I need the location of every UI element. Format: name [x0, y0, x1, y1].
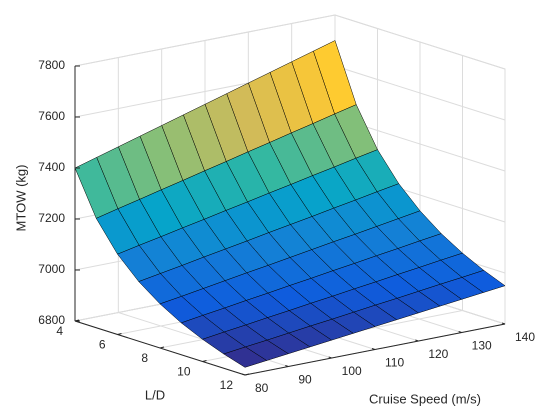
- x-tick: [415, 339, 419, 342]
- y-tick: [244, 373, 250, 376]
- x-tick: [371, 348, 376, 350]
- y-tick: [159, 346, 165, 349]
- grid-line: [334, 65, 506, 121]
- x-tick: [241, 373, 246, 376]
- x-tick-label: 110: [385, 356, 404, 370]
- z-axis-label: MTOW (kg): [13, 165, 28, 232]
- x-tick-label: 140: [515, 330, 535, 344]
- z-tick-label: 7600: [38, 109, 65, 123]
- z-tick-label: 7800: [38, 58, 65, 72]
- z-tick-label: 6800: [38, 313, 65, 327]
- surface-face: [223, 346, 267, 368]
- x-tick-label: 80: [255, 381, 269, 395]
- z-tick-label: 7400: [38, 160, 65, 174]
- x-tick-label: 100: [342, 364, 362, 378]
- x-tick: [328, 356, 332, 359]
- y-tick-label: 12: [220, 378, 234, 392]
- y-tick: [117, 333, 122, 335]
- y-tick-label: 6: [99, 338, 106, 352]
- surface: [74, 40, 506, 368]
- x-tick: [285, 365, 289, 367]
- grid-line: [74, 14, 336, 67]
- x-tick: [501, 322, 506, 325]
- axes-labels: 6800 7000 7200 7400 7600 7800 4 6 8 10 12 80 90 100 11…: [38, 58, 535, 395]
- y-axis-label: L/D: [145, 387, 165, 402]
- y-tick-label: 10: [177, 365, 191, 379]
- x-tick-label: 90: [298, 373, 312, 387]
- y-tick: [74, 319, 80, 322]
- x-axis-label: Cruise Speed (m/s): [369, 391, 481, 406]
- z-tick-label: 7200: [38, 211, 65, 225]
- grid-line: [334, 14, 506, 70]
- x-tick-label: 120: [428, 347, 448, 361]
- x-tick-label: 130: [472, 339, 492, 353]
- x-tick: [458, 331, 462, 333]
- z-tick-label: 7000: [38, 262, 65, 276]
- y-tick-label: 8: [141, 351, 148, 365]
- y-tick: [202, 360, 207, 362]
- y-tick-label: 4: [56, 324, 63, 338]
